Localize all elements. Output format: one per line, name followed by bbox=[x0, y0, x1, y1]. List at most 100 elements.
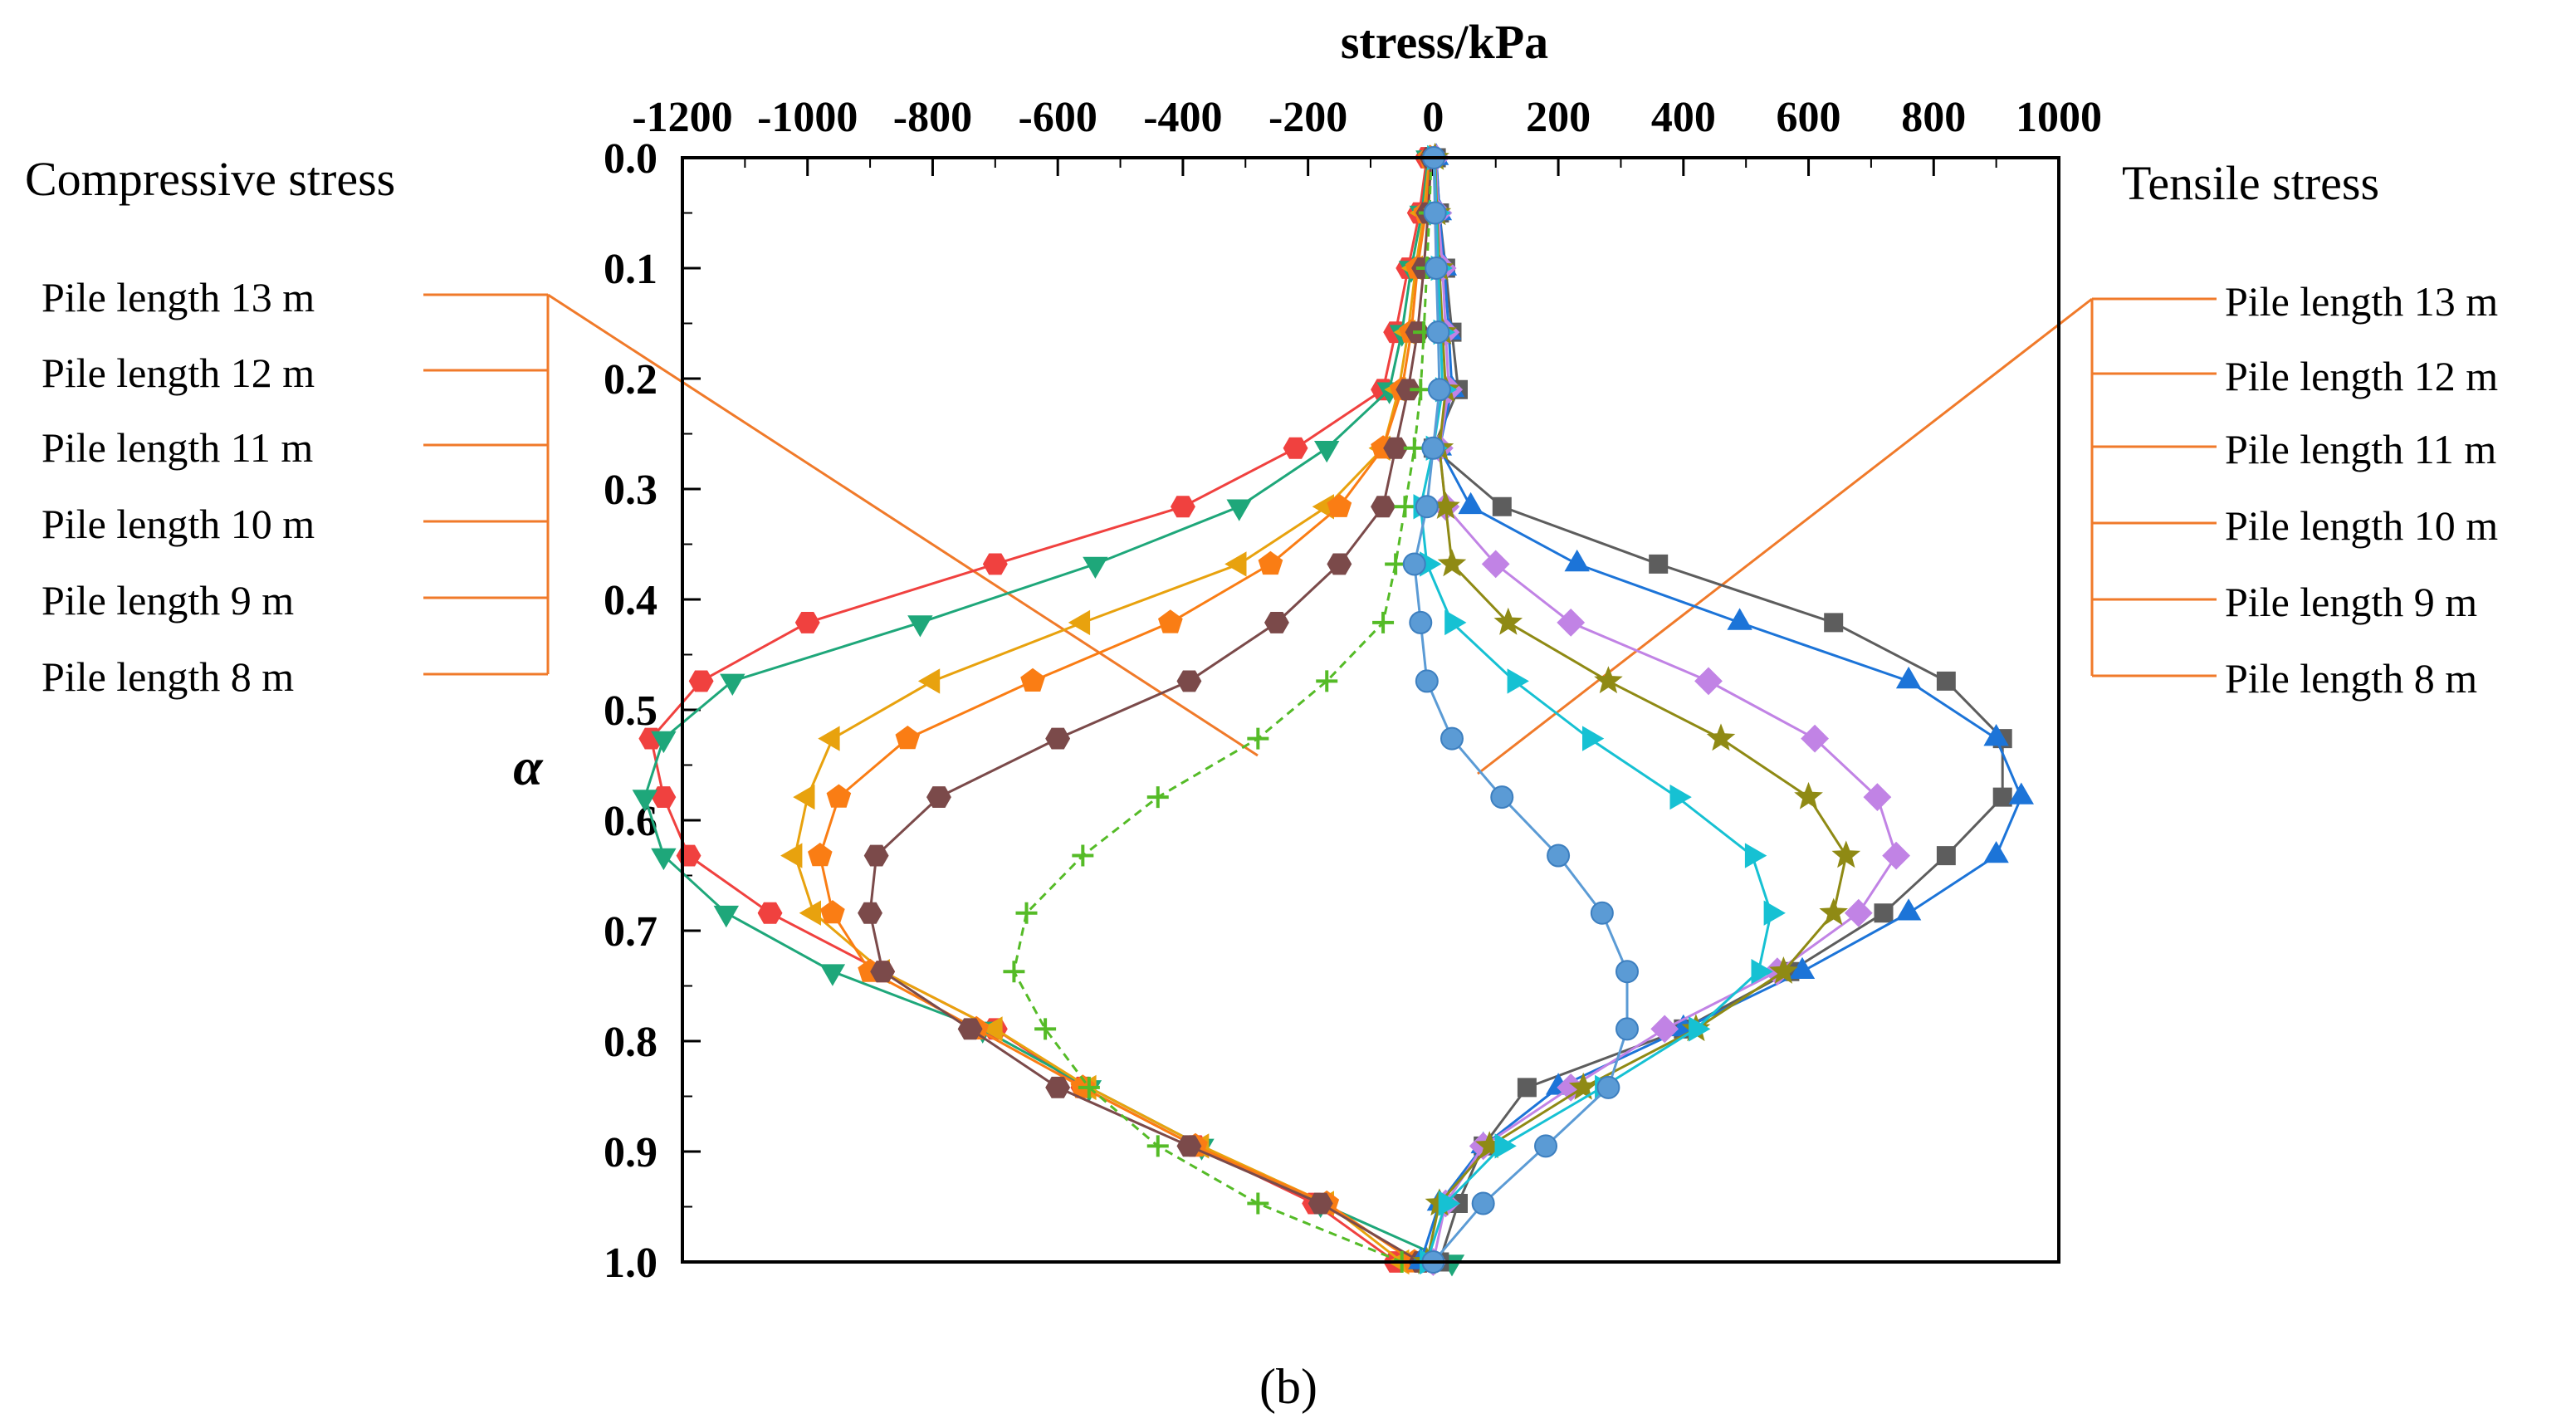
data-point bbox=[818, 726, 840, 751]
data-point bbox=[1158, 609, 1183, 633]
data-point bbox=[1789, 956, 1816, 979]
data-point bbox=[1437, 549, 1467, 577]
x-tick-label: 200 bbox=[1526, 94, 1591, 141]
x-tick-label: 600 bbox=[1777, 94, 1841, 141]
data-point bbox=[757, 902, 783, 924]
legend-compressive-item: Pile length 12 m bbox=[42, 350, 315, 396]
data-point bbox=[907, 615, 933, 638]
data-point bbox=[858, 902, 882, 924]
y-tick-label: 0.3 bbox=[604, 467, 657, 514]
data-point bbox=[1557, 609, 1586, 637]
y-tick-label: 0.6 bbox=[604, 798, 657, 845]
data-point bbox=[1983, 724, 2009, 746]
data-point bbox=[1247, 727, 1269, 750]
legend-callouts: Pile length 13 m Pile length 12 m Pile len… bbox=[42, 274, 2498, 775]
data-point bbox=[1420, 551, 1442, 577]
legend-compressive-item: Pile length 11 m bbox=[42, 424, 313, 471]
data-point bbox=[651, 731, 677, 754]
data-point bbox=[1415, 669, 1439, 693]
data-point bbox=[1882, 841, 1910, 870]
data-point bbox=[1557, 1073, 1586, 1102]
data-point bbox=[1507, 668, 1529, 694]
data-point bbox=[1258, 550, 1283, 575]
x-tick-label: -200 bbox=[1268, 94, 1347, 141]
data-point bbox=[1863, 783, 1892, 811]
legend-tensile-item: Pile length 10 m bbox=[2225, 502, 2498, 549]
data-point bbox=[1045, 727, 1071, 750]
x-tick-label: 1000 bbox=[2016, 94, 2102, 141]
data-point bbox=[1492, 496, 1512, 516]
data-point bbox=[1072, 844, 1094, 867]
data-point bbox=[957, 1018, 983, 1040]
data-point bbox=[1146, 1135, 1169, 1157]
data-point bbox=[1564, 549, 1590, 572]
data-point bbox=[1844, 898, 1873, 927]
data-point bbox=[1427, 378, 1451, 402]
data-point bbox=[1936, 846, 1956, 866]
data-point bbox=[1493, 607, 1523, 635]
data-point bbox=[917, 668, 941, 694]
compressive-stress-heading: Compressive stress bbox=[25, 152, 395, 206]
data-point bbox=[820, 900, 845, 924]
data-point bbox=[713, 905, 739, 928]
data-point bbox=[1327, 493, 1352, 517]
data-point bbox=[1669, 784, 1692, 810]
data-point bbox=[863, 844, 889, 867]
data-point bbox=[1316, 670, 1338, 692]
tensile-pointer-line bbox=[1477, 297, 2093, 775]
legend-tensile-item: Pile length 13 m bbox=[2225, 278, 2498, 325]
data-point bbox=[1444, 609, 1467, 636]
y-axis-label: α bbox=[513, 737, 544, 796]
data-point bbox=[1409, 610, 1433, 634]
data-point bbox=[1440, 726, 1464, 751]
axes-ticks: -1200 -1000 -800 -600 -400 -200 0 200 400 600 800 1… bbox=[604, 94, 2102, 1287]
data-point bbox=[1146, 786, 1169, 809]
data-point bbox=[780, 843, 803, 868]
legend-tensile-item: Pile length 9 m bbox=[2225, 579, 2477, 625]
y-tick-label: 0.9 bbox=[604, 1129, 657, 1176]
data-point bbox=[1983, 841, 2009, 863]
data-point bbox=[1769, 956, 1798, 984]
tensile-stress-heading: Tensile stress bbox=[2122, 156, 2379, 210]
legend-compressive-item: Pile length 8 m bbox=[42, 653, 294, 700]
data-point bbox=[1615, 1017, 1639, 1041]
data-point bbox=[1534, 1134, 1558, 1158]
figure-caption: (b) bbox=[1259, 1359, 1317, 1414]
data-point bbox=[1396, 379, 1421, 401]
data-point bbox=[1402, 552, 1426, 576]
legend-compressive-item: Pile length 10 m bbox=[42, 501, 315, 547]
legend-compressive-item: Pile length 9 m bbox=[42, 577, 294, 624]
y-tick-label: 1.0 bbox=[604, 1240, 657, 1287]
legend-tensile-item: Pile length 11 m bbox=[2225, 426, 2496, 472]
data-point bbox=[1650, 1015, 1679, 1044]
legend-tensile-item: Pile length 12 m bbox=[2225, 353, 2498, 399]
data-point bbox=[1264, 612, 1289, 633]
data-point bbox=[1794, 781, 1823, 809]
y-tick-label: 0.7 bbox=[604, 908, 657, 956]
data-point bbox=[1706, 723, 1736, 751]
data-point bbox=[1068, 609, 1091, 636]
data-point bbox=[1874, 903, 1894, 923]
data-point bbox=[1226, 499, 1252, 521]
series-12 bbox=[1402, 146, 1639, 1274]
compressive-pointer-line bbox=[547, 293, 1259, 757]
data-point bbox=[1831, 840, 1861, 868]
data-point bbox=[1801, 724, 1829, 753]
data-point bbox=[1582, 726, 1605, 751]
data-point bbox=[651, 786, 677, 808]
data-point bbox=[895, 726, 921, 750]
data-point bbox=[1694, 667, 1723, 696]
data-point bbox=[1426, 320, 1450, 345]
data-point bbox=[1590, 901, 1614, 925]
data-point bbox=[1517, 1078, 1537, 1098]
data-point bbox=[1283, 437, 1308, 459]
data-point bbox=[1689, 1016, 1711, 1042]
data-point bbox=[1431, 491, 1460, 519]
data-point bbox=[819, 964, 846, 986]
chart-title: stress/kPa bbox=[1341, 15, 1548, 69]
y-tick-label: 0.0 bbox=[604, 135, 657, 183]
data-point bbox=[793, 784, 815, 810]
data-point bbox=[1471, 1191, 1495, 1215]
data-point bbox=[1727, 608, 1752, 630]
x-tick-label: -1200 bbox=[632, 94, 732, 141]
